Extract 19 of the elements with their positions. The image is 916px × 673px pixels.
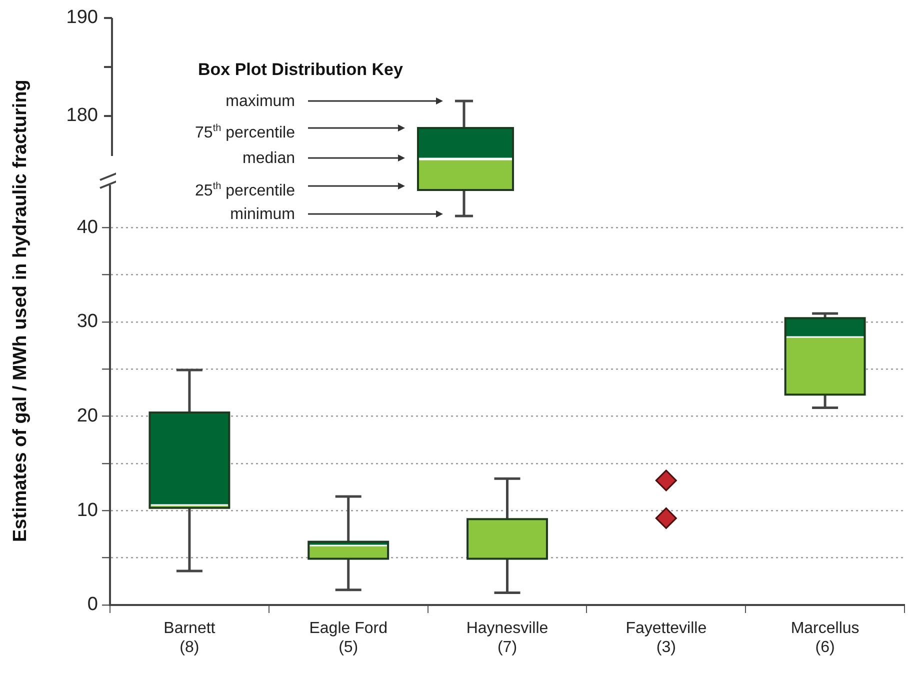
annotation: 25$^{th}$ percentile bbox=[194, 180, 295, 200]
annotation: minimum bbox=[230, 206, 295, 223]
text: Box Plot Distribution Key bbox=[198, 60, 403, 80]
text: 190 bbox=[65, 7, 98, 29]
x-tick-label: Fayetteville (3) bbox=[626, 620, 707, 656]
y-tick-label: 10 bbox=[76, 500, 98, 521]
text: 180 bbox=[65, 105, 98, 127]
y-tick-label: 20 bbox=[76, 406, 98, 427]
text: 75$^{th}$ percentile bbox=[195, 123, 295, 142]
y-tick-label: 30 bbox=[76, 311, 98, 332]
x-tick-label: Marcellus (6) bbox=[790, 620, 860, 656]
x-tick-label: Eagle Ford (5) bbox=[309, 620, 388, 656]
text: maximum bbox=[226, 93, 295, 110]
y-axis-title: Estimates of gal / MWh used in hydraulic fracturing bbox=[10, 79, 32, 542]
x-tick-label: Haynesville (7) bbox=[466, 620, 548, 656]
y-tick-label: 40 bbox=[76, 216, 98, 238]
text: median bbox=[242, 150, 295, 168]
y-tick-label: 0 bbox=[87, 594, 98, 616]
x-tick-label: Barnett (8) bbox=[164, 620, 216, 656]
